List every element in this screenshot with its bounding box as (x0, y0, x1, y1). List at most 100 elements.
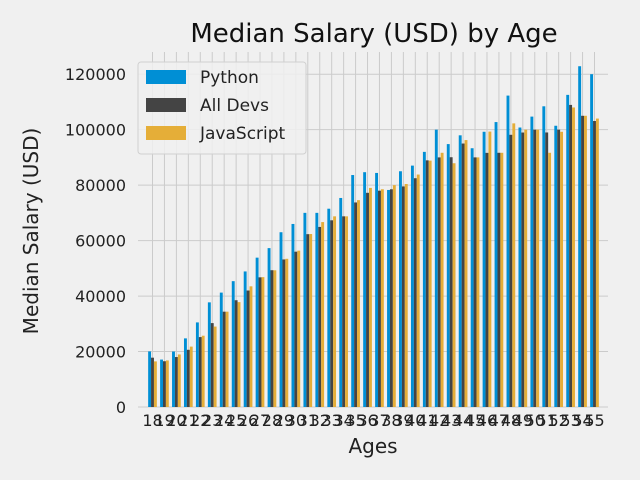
bar-javascript (213, 326, 217, 407)
x-tick-label: 19 (154, 411, 174, 430)
bar-all-devs (533, 129, 537, 407)
bar-javascript (536, 129, 540, 407)
x-axis-label: Ages (348, 434, 397, 458)
bar-python (387, 189, 390, 407)
bar-python (172, 351, 175, 407)
bar-javascript (297, 250, 301, 407)
bar-javascript (345, 216, 348, 407)
bar-all-devs (258, 277, 262, 407)
bar-javascript (189, 346, 193, 407)
bar-all-devs (270, 270, 274, 407)
x-tick-label: 36 (357, 411, 377, 430)
x-tick-label: 46 (477, 411, 497, 430)
bar-javascript (572, 107, 575, 407)
bar-python (506, 95, 510, 408)
bar-javascript (548, 152, 552, 407)
x-tick-label: 39 (393, 411, 413, 430)
bar-all-devs (413, 178, 417, 407)
bar-python (195, 322, 199, 407)
bar-javascript (512, 123, 516, 407)
bar-all-devs (545, 132, 549, 408)
bar-python (315, 212, 319, 407)
bar-all-devs (210, 323, 214, 407)
x-tick-label: 30 (286, 411, 306, 430)
bar-all-devs (342, 216, 346, 407)
chart-title: Median Salary (USD) by Age (190, 19, 557, 49)
bar-all-devs (330, 220, 334, 407)
x-tick-label: 51 (537, 411, 557, 430)
bar-all-devs (162, 361, 166, 407)
bar-all-devs (198, 337, 202, 407)
bar-python (339, 197, 343, 407)
bar-all-devs (306, 234, 310, 407)
bar-python (518, 127, 522, 407)
x-tick-label: 23 (202, 411, 222, 430)
bar-python (243, 271, 247, 407)
bar-all-devs (401, 186, 405, 407)
bar-javascript (440, 152, 444, 407)
bar-javascript (404, 184, 408, 407)
legend-label: Python (200, 68, 259, 88)
bar-all-devs (509, 134, 513, 407)
bar-python (434, 129, 438, 407)
x-tick-label: 31 (298, 411, 318, 430)
bar-javascript (357, 200, 360, 407)
bar-javascript (177, 354, 181, 407)
bar-javascript (165, 360, 169, 407)
bar-all-devs (437, 157, 441, 407)
x-tick-label: 37 (369, 411, 389, 430)
x-tick-label: 27 (250, 411, 270, 430)
bar-python (267, 248, 271, 407)
bar-python (183, 338, 187, 407)
bar-javascript (249, 286, 253, 407)
legend-swatch (146, 98, 186, 112)
bar-javascript (560, 131, 564, 407)
x-tick-label: 53 (560, 411, 580, 430)
bar-javascript (464, 140, 468, 407)
bar-javascript (321, 222, 325, 407)
y-tick-label: 0 (116, 398, 126, 417)
bar-javascript (428, 160, 432, 407)
x-tick-label: 20 (166, 411, 186, 430)
x-tick-label: 49 (513, 411, 533, 430)
bar-javascript (392, 185, 396, 407)
bar-python (399, 171, 402, 407)
x-tick-label: 35 (345, 411, 365, 430)
bar-all-devs (222, 311, 226, 407)
bar-all-devs (461, 143, 465, 407)
bar-javascript (452, 163, 456, 407)
x-tick-label: 54 (572, 411, 592, 430)
x-tick-label: 32 (310, 411, 330, 430)
bar-all-devs (378, 190, 381, 407)
bar-python (542, 106, 546, 407)
bar-python (351, 175, 355, 407)
bar-all-devs (389, 189, 393, 407)
x-tick-label: 52 (548, 411, 568, 430)
x-tick-label: 55 (584, 411, 604, 430)
bar-all-devs (557, 129, 561, 407)
bar-all-devs (354, 202, 358, 407)
legend: Python All Devs JavaScript (137, 61, 307, 155)
bar-javascript (584, 115, 587, 407)
x-tick-label: 41 (417, 411, 437, 430)
x-tick-label: 47 (489, 411, 509, 430)
bar-all-devs (473, 157, 477, 407)
bar-python (219, 292, 223, 407)
bar-all-devs (485, 152, 489, 407)
x-tick-label: 38 (381, 411, 401, 430)
x-tick-label: 28 (262, 411, 282, 430)
bar-python (303, 212, 307, 407)
y-tick-label: 120000 (65, 65, 126, 84)
bar-python (231, 281, 235, 407)
bar-all-devs (186, 349, 190, 407)
bar-all-devs (318, 226, 322, 407)
x-tick-label: 22 (190, 411, 210, 430)
bar-javascript (285, 258, 289, 407)
x-tick-label: 48 (501, 411, 521, 430)
x-axis-ticks: 1819202122232425262728293031323334353637… (142, 411, 604, 430)
bar-python (554, 125, 558, 407)
bar-all-devs (449, 157, 453, 407)
x-tick-label: 25 (226, 411, 246, 430)
bar-python (363, 172, 367, 407)
